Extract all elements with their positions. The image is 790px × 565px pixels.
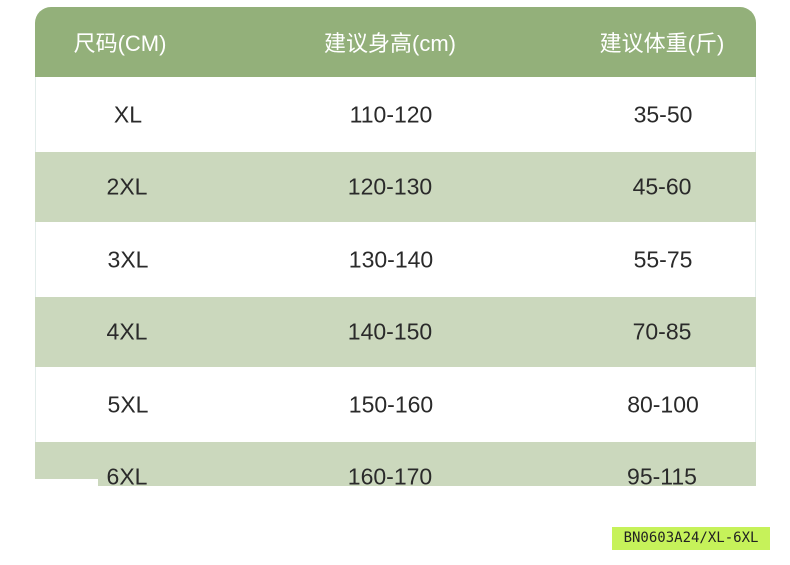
product-code-label: BN0603A24/XL-6XL: [612, 527, 770, 550]
height-cell: 130-140: [348, 246, 434, 272]
size-cell: 3XL: [107, 246, 149, 272]
table-row: 2XL 120-130 45-60: [35, 152, 756, 222]
height-cell: 110-120: [349, 101, 433, 127]
weight-cell: 80-100: [627, 391, 699, 417]
height-cell: 120-130: [347, 173, 433, 200]
height-cell: 160-170: [347, 463, 433, 490]
header-size: 尺码(CM): [73, 31, 167, 56]
weight-cell: 45-60: [632, 173, 692, 200]
header-weight: 建议体重(斤): [599, 31, 725, 56]
table-row: XL 110-120 35-50: [35, 77, 756, 152]
table-row: 4XL 140-150 70-85: [35, 297, 756, 367]
cut-edge: [35, 479, 98, 489]
size-cell: 5XL: [107, 391, 149, 417]
size-cell: 2XL: [106, 173, 148, 200]
weight-cell: 55-75: [633, 246, 693, 272]
height-cell: 150-160: [348, 391, 434, 417]
table-row: 3XL 130-140 55-75: [35, 222, 756, 297]
table-row: 6XL 160-170 95-115: [35, 442, 756, 490]
weight-cell: 70-85: [632, 318, 692, 345]
weight-cell: 95-115: [627, 463, 697, 490]
size-cell: XL: [113, 101, 143, 127]
size-cell: 4XL: [106, 318, 148, 345]
table-header: 尺码(CM) 建议身高(cm) 建议体重(斤): [35, 7, 756, 77]
size-chart-table: 尺码(CM) 建议身高(cm) 建议体重(斤) XL 110-120 35-50…: [35, 7, 756, 490]
size-cell: 6XL: [106, 463, 148, 490]
weight-cell: 35-50: [633, 101, 693, 127]
header-height: 建议身高(cm): [324, 31, 456, 56]
height-cell: 140-150: [347, 318, 433, 345]
table-row: 5XL 150-160 80-100: [35, 367, 756, 442]
